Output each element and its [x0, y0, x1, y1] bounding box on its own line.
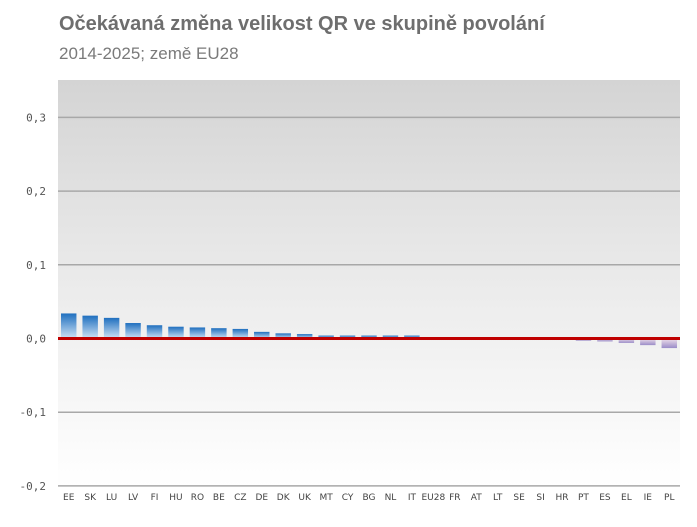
bar-lu — [103, 317, 120, 339]
x-tick-label: NL — [385, 493, 397, 503]
x-tick-label: FI — [151, 493, 159, 503]
x-tick-label: EE — [63, 493, 75, 503]
bar-ie — [640, 338, 656, 346]
x-tick-label: SK — [84, 493, 97, 503]
bar-ee — [61, 313, 77, 339]
bar-pl — [661, 338, 677, 349]
x-tick-label: IE — [644, 493, 653, 503]
x-tick-label: HU — [169, 493, 182, 503]
chart-subtitle: 2014-2025; země EU28 — [59, 44, 239, 63]
bars — [61, 313, 677, 349]
bar-cz — [232, 328, 249, 339]
x-tick-label: LV — [128, 493, 139, 503]
y-tick-label: -0,2 — [20, 480, 47, 493]
x-tick-label: DK — [277, 493, 291, 503]
x-tick-label: CY — [342, 493, 354, 503]
x-tick-label: BE — [213, 493, 225, 503]
x-tick-label: ES — [599, 493, 611, 503]
y-tick-label: 0,0 — [26, 333, 46, 346]
x-tick-label: MT — [319, 493, 333, 503]
bar-hu — [168, 326, 184, 339]
x-tick-label: SI — [536, 493, 544, 503]
bar-sk — [82, 315, 98, 339]
bar-el — [618, 338, 635, 343]
x-tick-label: PT — [578, 493, 589, 503]
y-axis-ticks: -0,2 -0,1 0,0 0,1 0,2 0,3 — [20, 111, 47, 493]
y-tick-label: 0,2 — [26, 185, 46, 198]
x-tick-label: LU — [106, 493, 117, 503]
x-tick-label: EU28 — [421, 493, 445, 503]
bar-ro — [189, 327, 206, 339]
x-axis-labels: EE SK LU LV FI HU RO BE CZ DE DK UK MT CY BG NL IT EU28 FR… — [63, 493, 674, 503]
grid-lines — [58, 116, 680, 487]
x-tick-label: HR — [556, 493, 569, 503]
chart-title: Očekávaná změna velikost QR ve skupině p… — [59, 13, 545, 35]
y-tick-label: -0,1 — [20, 406, 47, 419]
x-tick-label: PL — [664, 493, 674, 503]
bar-uk — [296, 334, 313, 339]
x-tick-label: UK — [298, 493, 312, 503]
y-tick-label: 0,3 — [26, 111, 46, 124]
bar-dk — [275, 333, 291, 339]
y-tick-label: 0,1 — [26, 259, 46, 272]
x-tick-label: AT — [471, 493, 482, 503]
x-tick-label: LT — [493, 493, 503, 503]
x-tick-label: SE — [513, 493, 525, 503]
x-tick-label: EL — [621, 493, 632, 503]
bar-de — [254, 331, 270, 339]
x-tick-label: IT — [408, 493, 417, 503]
x-tick-label: FR — [449, 493, 460, 503]
x-tick-label: RO — [191, 493, 204, 503]
bar-be — [211, 328, 227, 339]
x-tick-label: BG — [363, 493, 376, 503]
plot-area — [58, 80, 680, 487]
x-tick-label: CZ — [234, 493, 246, 503]
bar-fi — [146, 325, 163, 339]
bar-lv — [125, 323, 141, 339]
x-tick-label: DE — [255, 493, 268, 503]
